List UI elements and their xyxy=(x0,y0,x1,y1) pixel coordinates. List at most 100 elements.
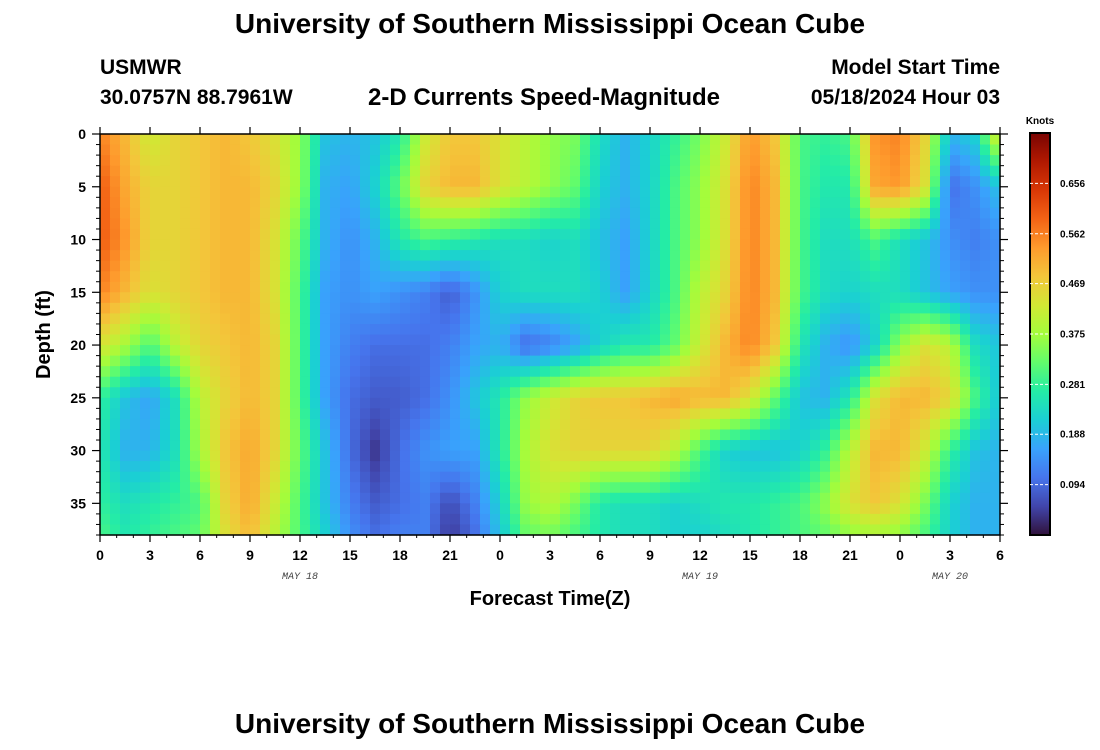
heatmap-cell xyxy=(770,313,781,325)
heatmap-cell xyxy=(230,503,241,515)
heatmap-cell xyxy=(550,218,561,230)
heatmap-cell xyxy=(840,334,851,346)
heatmap-cell xyxy=(170,334,181,346)
heatmap-cell xyxy=(550,239,561,251)
heatmap-cell xyxy=(470,260,481,272)
heatmap-cell xyxy=(820,376,831,388)
heatmap-cell xyxy=(510,503,521,515)
heatmap-cell xyxy=(330,239,341,251)
heatmap-cell xyxy=(880,134,891,146)
heatmap-cell xyxy=(990,418,1001,431)
heatmap-cell xyxy=(780,408,791,420)
heatmap-cell xyxy=(850,302,861,314)
heatmap-cell xyxy=(180,207,191,220)
heatmap-cell xyxy=(740,260,751,272)
heatmap-cell xyxy=(280,207,291,220)
heatmap-cell xyxy=(550,492,561,504)
heatmap-cell xyxy=(280,260,291,272)
heatmap-cell xyxy=(700,207,711,220)
heatmap-cell xyxy=(150,492,161,504)
heatmap-cell xyxy=(430,197,441,209)
heatmap-cell xyxy=(680,292,691,304)
heatmap-cell xyxy=(310,408,321,420)
heatmap-cell xyxy=(810,440,821,452)
heatmap-cell xyxy=(520,482,531,494)
heatmap-cell xyxy=(260,228,271,241)
heatmap-cell xyxy=(520,355,531,367)
heatmap-cell xyxy=(190,176,201,188)
heatmap-cell xyxy=(750,366,761,378)
heatmap-cell xyxy=(960,418,971,431)
heatmap-cell xyxy=(860,281,871,293)
heatmap-cell xyxy=(960,292,971,304)
heatmap-cell xyxy=(920,471,931,483)
heatmap-cell xyxy=(230,471,241,483)
heatmap-cell xyxy=(780,250,791,262)
heatmap-cell xyxy=(500,345,511,357)
heatmap-cell xyxy=(560,408,571,420)
x-axis-title: Forecast Time(Z) xyxy=(470,588,631,610)
heatmap-cell xyxy=(620,513,631,526)
heatmap-cell xyxy=(860,397,871,409)
heatmap-cell xyxy=(700,429,711,441)
heatmap-cell xyxy=(940,345,951,357)
heatmap-cell xyxy=(710,313,721,325)
heatmap-cell xyxy=(980,197,991,209)
heatmap-cell xyxy=(900,418,911,431)
heatmap-cell xyxy=(360,228,371,241)
heatmap-cell xyxy=(500,366,511,378)
heatmap-cell xyxy=(660,271,671,283)
heatmap-cell xyxy=(950,165,961,177)
heatmap-cell xyxy=(460,271,471,283)
heatmap-cell xyxy=(920,239,931,251)
heatmap-cell xyxy=(650,482,661,494)
heatmap-cell xyxy=(150,218,161,230)
heatmap-cell xyxy=(310,302,321,314)
heatmap-cell xyxy=(610,355,621,367)
heatmap-cell xyxy=(720,471,731,483)
heatmap-cell xyxy=(490,260,501,272)
heatmap-cell xyxy=(530,281,541,293)
heatmap-cell xyxy=(340,218,351,230)
heatmap-cell xyxy=(810,471,821,483)
heatmap-cell xyxy=(680,513,691,526)
heatmap-cell xyxy=(250,176,261,188)
y-tick-label: 30 xyxy=(70,443,86,459)
heatmap-cell xyxy=(330,440,341,452)
heatmap-cell xyxy=(290,418,301,431)
heatmap-cell xyxy=(120,186,131,198)
model-start-value: 05/18/2024 Hour 03 xyxy=(810,86,1000,109)
heatmap-cell xyxy=(950,260,961,272)
heatmap-cell xyxy=(560,281,571,293)
heatmap-cell xyxy=(770,450,781,462)
heatmap-cell xyxy=(660,503,671,515)
heatmap-cell xyxy=(810,134,821,146)
heatmap-cell xyxy=(320,239,331,251)
heatmap-cell xyxy=(750,513,761,526)
heatmap-cell xyxy=(610,429,621,441)
heatmap-cell xyxy=(930,461,941,473)
heatmap-cell xyxy=(360,429,371,441)
heatmap-cell xyxy=(330,250,341,262)
heatmap-cell xyxy=(420,397,431,409)
heatmap-cell xyxy=(990,461,1001,473)
heatmap-cell xyxy=(380,397,391,409)
heatmap-cell xyxy=(830,165,841,177)
heatmap-cell xyxy=(210,197,221,209)
heatmap-cell xyxy=(620,176,631,188)
heatmap-cell xyxy=(410,176,421,188)
heatmap-cell xyxy=(610,408,621,420)
heatmap-cell xyxy=(310,207,321,220)
heatmap-cell xyxy=(550,271,561,283)
heatmap-cell xyxy=(710,155,721,167)
heatmap-cell xyxy=(580,461,591,473)
heatmap-cell xyxy=(400,503,411,515)
heatmap-cell xyxy=(550,524,561,536)
heatmap-cell xyxy=(570,228,581,241)
heatmap-cell xyxy=(820,260,831,272)
heatmap-cell xyxy=(740,144,751,156)
heatmap-cell xyxy=(490,450,501,462)
heatmap-cell xyxy=(920,281,931,293)
heatmap-cell xyxy=(340,271,351,283)
heatmap-cell xyxy=(490,271,501,283)
